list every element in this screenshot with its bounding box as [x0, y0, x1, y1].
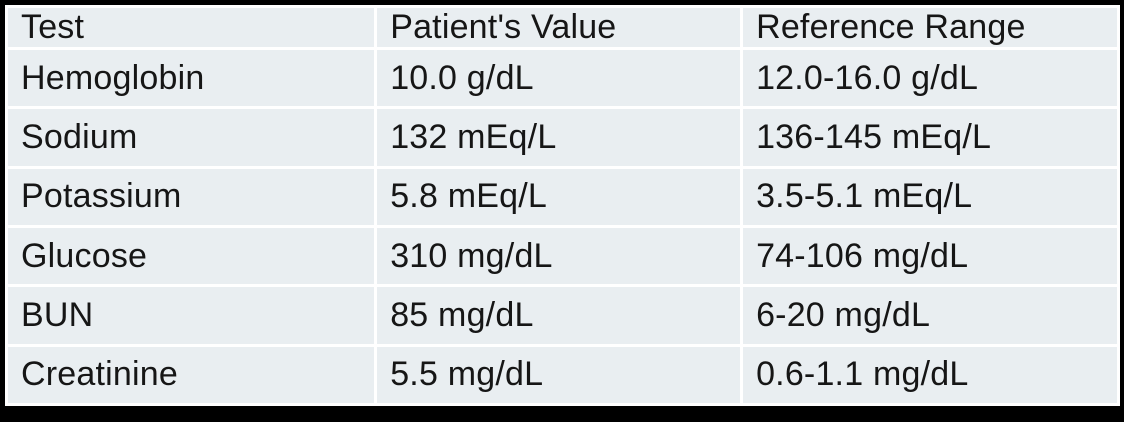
- cell-test-name: BUN: [8, 287, 375, 344]
- cell-test-name: Glucose: [8, 227, 375, 285]
- cell-test-name: Creatinine: [8, 346, 375, 403]
- cell-test-name: Sodium: [8, 109, 375, 166]
- table-header-row: Test Patient's Value Reference Range: [8, 8, 1117, 47]
- lab-results-table: Test Patient's Value Reference Range Hem…: [5, 5, 1120, 406]
- table-frame: Test Patient's Value Reference Range Hem…: [5, 5, 1120, 406]
- cell-reference-range: 74-106 mg/dL: [743, 227, 1117, 285]
- cell-reference-range: 12.0-16.0 g/dL: [743, 50, 1117, 107]
- table-row: BUN 85 mg/dL 6-20 mg/dL: [8, 287, 1117, 344]
- table-row: Potassium 5.8 mEq/L 3.5-5.1 mEq/L: [8, 168, 1117, 225]
- table-row: Glucose 310 mg/dL 74-106 mg/dL: [8, 227, 1117, 285]
- cell-patient-value: 10.0 g/dL: [377, 50, 741, 107]
- cell-patient-value: 310 mg/dL: [377, 227, 741, 285]
- column-header-patients-value: Patient's Value: [377, 8, 741, 47]
- table-row: Sodium 132 mEq/L 136-145 mEq/L: [8, 109, 1117, 166]
- cell-patient-value: 5.5 mg/dL: [377, 346, 741, 403]
- cell-reference-range: 6-20 mg/dL: [743, 287, 1117, 344]
- column-header-test: Test: [8, 8, 375, 47]
- table-row: Creatinine 5.5 mg/dL 0.6-1.1 mg/dL: [8, 346, 1117, 403]
- cell-test-name: Potassium: [8, 168, 375, 225]
- cell-test-name: Hemoglobin: [8, 50, 375, 107]
- cell-patient-value: 85 mg/dL: [377, 287, 741, 344]
- cell-reference-range: 0.6-1.1 mg/dL: [743, 346, 1117, 403]
- column-header-reference-range: Reference Range: [743, 8, 1117, 47]
- cell-patient-value: 5.8 mEq/L: [377, 168, 741, 225]
- cell-patient-value: 132 mEq/L: [377, 109, 741, 166]
- cell-reference-range: 136-145 mEq/L: [743, 109, 1117, 166]
- cell-reference-range: 3.5-5.1 mEq/L: [743, 168, 1117, 225]
- table-row: Hemoglobin 10.0 g/dL 12.0-16.0 g/dL: [8, 50, 1117, 107]
